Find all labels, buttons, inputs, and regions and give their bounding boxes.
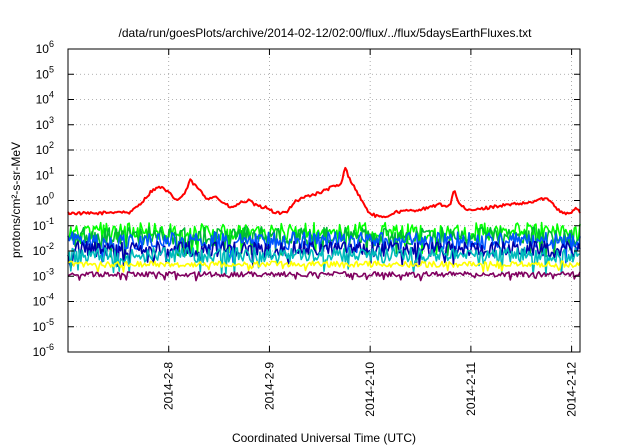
y-tick-label: 100 <box>36 191 54 208</box>
grid-lines <box>68 49 580 352</box>
chart-title: /data/run/goesPlots/archive/2014-02-12/0… <box>119 26 533 40</box>
y-tick-label: 103 <box>36 115 54 132</box>
series-line-2 <box>67 226 581 259</box>
y-axis-label: protons/cm²-s-sr-MeV <box>9 142 23 258</box>
y-tick-label: 10-1 <box>33 216 54 233</box>
y-tick-label: 10-3 <box>33 266 54 283</box>
x-axis-label: Coordinated Universal Time (UTC) <box>232 431 416 445</box>
x-tick-label: 2014-2-12 <box>565 362 579 417</box>
x-tick-label: 2014-2-10 <box>363 362 377 417</box>
y-tick-label: 10-4 <box>33 292 54 309</box>
y-tick-label: 10-6 <box>33 342 54 359</box>
y-tick-label: 101 <box>36 165 54 182</box>
y-axis-ticks: 10-6 10-5 10-4 10-3 10-2 10-1 100 101 102 103 104 1… <box>33 39 580 359</box>
y-tick-label: 10-5 <box>33 317 54 334</box>
y-tick-label: 105 <box>36 64 54 81</box>
series-line-0 <box>67 166 581 219</box>
x-tick-label: 2014-2-8 <box>162 362 176 410</box>
y-tick-label: 10-2 <box>33 241 54 258</box>
y-tick-label: 102 <box>36 140 54 157</box>
series-line-6 <box>67 260 581 273</box>
x-axis-ticks: 2014-2-8 2014-2-9 2014-2-10 2014-2-11 2014-2… <box>162 49 579 417</box>
y-tick-label: 104 <box>36 90 54 107</box>
series-line-3 <box>67 231 581 264</box>
series-line-7 <box>67 270 581 282</box>
series-layer <box>67 166 581 282</box>
x-tick-label: 2014-2-11 <box>464 362 478 416</box>
series-line-5 <box>67 246 581 276</box>
y-tick-label: 106 <box>36 39 54 56</box>
x-tick-label: 2014-2-9 <box>262 362 276 410</box>
